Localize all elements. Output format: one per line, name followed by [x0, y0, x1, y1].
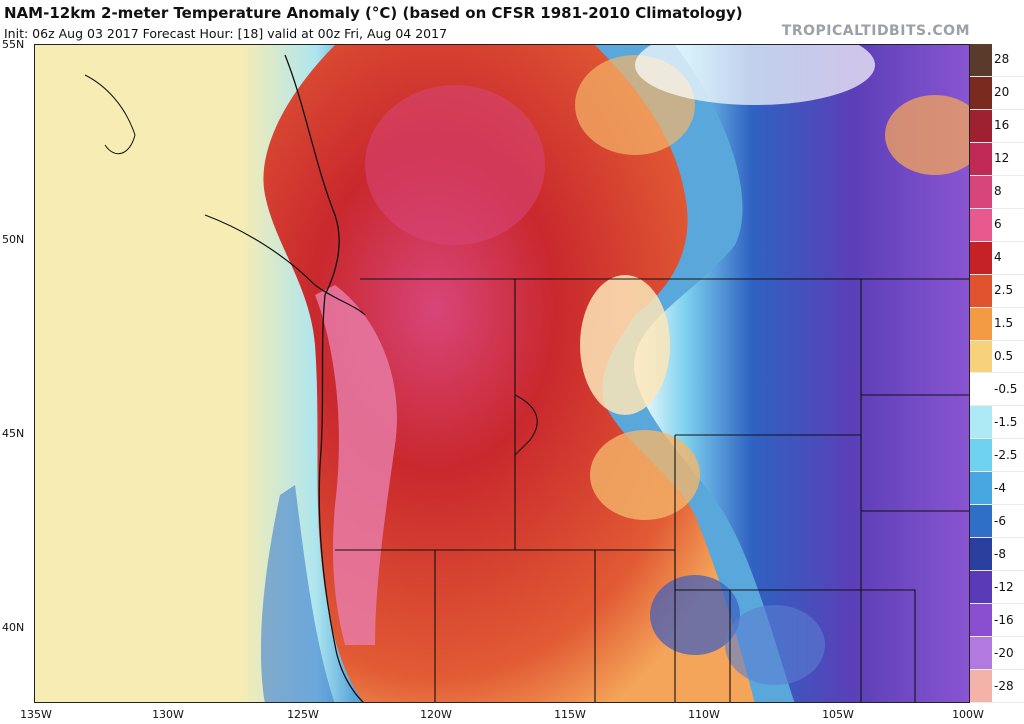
colorbar-label: 28 — [994, 52, 1010, 67]
lat-label: 55N — [2, 38, 25, 51]
colorbar-legend: 28 20 16 12 8 6 4 2.5 1.5 0.5 -0.5 -1.5 -2.5 -4 -6 -8 -1… — [970, 44, 1024, 703]
colorbar-label: -2.5 — [994, 447, 1018, 462]
lon-label: 105W — [822, 708, 854, 721]
colorbar-label: -20 — [994, 645, 1014, 660]
colorbar-cell: -28 — [970, 670, 1024, 703]
colorbar-swatch — [970, 175, 992, 208]
colorbar-swatch — [970, 44, 992, 76]
colorbar-swatch — [970, 307, 992, 340]
political-borders — [335, 278, 969, 702]
lon-label: 120W — [420, 708, 452, 721]
warm-patch-northeast — [885, 95, 969, 175]
colorbar-cell: 6 — [970, 208, 1024, 242]
colorbar-swatch — [970, 406, 992, 439]
neutral-patch — [580, 275, 670, 415]
cold-anomaly-region — [634, 45, 969, 702]
cold-patch-colorado — [725, 605, 825, 685]
colorbar-cell: 2.5 — [970, 274, 1024, 308]
colorbar-label: -28 — [994, 678, 1014, 693]
colorbar-swatch — [970, 571, 992, 604]
vancouver-island-outline — [204, 214, 366, 316]
lat-label: 50N — [2, 233, 25, 246]
brand-watermark[interactable]: TROPICALTIDBITS.COM — [781, 23, 970, 39]
colorbar-label: -16 — [994, 612, 1014, 627]
lon-label: 115W — [554, 708, 586, 721]
lon-label: 100W — [952, 708, 984, 721]
lon-label: 110W — [688, 708, 720, 721]
colorbar-label: -1.5 — [994, 414, 1018, 429]
colorbar-cell: 16 — [970, 109, 1024, 143]
very-hot-coastal-band — [315, 285, 397, 645]
lat-label: 40N — [2, 621, 25, 634]
colorbar-cell: 8 — [970, 175, 1024, 209]
map-title: NAM-12km 2-meter Temperature Anomaly (°C… — [4, 4, 743, 22]
colorbar-cell: -16 — [970, 604, 1024, 638]
warm-patch — [590, 430, 700, 520]
colorbar-cell: 28 — [970, 44, 1024, 77]
colorbar-swatch — [970, 637, 992, 670]
colorbar-label: -0.5 — [994, 381, 1018, 396]
colorbar-swatch — [970, 505, 992, 538]
colorbar-label: 0.5 — [994, 349, 1014, 364]
haida-gwaii-outline — [84, 74, 136, 155]
colorbar-cell: -0.5 — [970, 373, 1024, 407]
colorbar-cell: 12 — [970, 142, 1024, 176]
lon-label: 125W — [287, 708, 319, 721]
colorbar-swatch — [970, 274, 992, 307]
colorbar-cell: -2.5 — [970, 439, 1024, 473]
colorbar-cell: -8 — [970, 538, 1024, 572]
colorbar-swatch — [970, 142, 992, 175]
neutral-patch-north — [635, 45, 875, 105]
pacific-coastline — [284, 54, 364, 702]
cool-coastal-band — [260, 485, 335, 702]
colorbar-swatch — [970, 373, 992, 406]
colorbar-label: 4 — [994, 250, 1002, 265]
colorbar-cell: 1.5 — [970, 307, 1024, 341]
colorbar-cell: -12 — [970, 571, 1024, 605]
colorbar-cell: 4 — [970, 241, 1024, 275]
map-subtitle: Init: 06z Aug 03 2017 Forecast Hour: [18… — [4, 26, 448, 41]
colorbar-label: -8 — [994, 546, 1006, 561]
colorbar-label: -6 — [994, 513, 1006, 528]
colorbar-label: 12 — [994, 151, 1010, 166]
colorbar-label: 1.5 — [994, 316, 1014, 331]
colorbar-swatch — [970, 340, 992, 373]
colorbar-swatch — [970, 604, 992, 637]
lon-label: 135W — [20, 708, 52, 721]
colorbar-cell: -20 — [970, 637, 1024, 671]
lon-label: 130W — [152, 708, 184, 721]
colorbar-cell: 20 — [970, 76, 1024, 110]
colorbar-swatch — [970, 472, 992, 505]
colorbar-cell: -4 — [970, 472, 1024, 506]
colorbar-label: -4 — [994, 480, 1006, 495]
colorbar-swatch — [970, 670, 992, 702]
colorbar-cell: 0.5 — [970, 340, 1024, 374]
colorbar-label: 6 — [994, 217, 1002, 232]
colorbar-swatch — [970, 241, 992, 274]
hot-patch-bc — [365, 85, 545, 245]
colorbar-swatch — [970, 109, 992, 142]
colorbar-cell: -1.5 — [970, 406, 1024, 440]
colorbar-swatch — [970, 76, 992, 109]
cold-patch-utah — [650, 575, 740, 655]
lat-label: 45N — [2, 427, 25, 440]
colorbar-label: 8 — [994, 184, 1002, 199]
colorbar-swatch — [970, 208, 992, 241]
colorbar-label: 20 — [994, 85, 1010, 100]
anomaly-map[interactable] — [34, 44, 970, 703]
colorbar-label: 16 — [994, 118, 1010, 133]
colorbar-swatch — [970, 439, 992, 472]
colorbar-label: -12 — [994, 579, 1014, 594]
colorbar-label: 2.5 — [994, 283, 1014, 298]
colorbar-cell: -6 — [970, 505, 1024, 539]
colorbar-swatch — [970, 538, 992, 571]
anomaly-map-canvas — [35, 45, 969, 702]
